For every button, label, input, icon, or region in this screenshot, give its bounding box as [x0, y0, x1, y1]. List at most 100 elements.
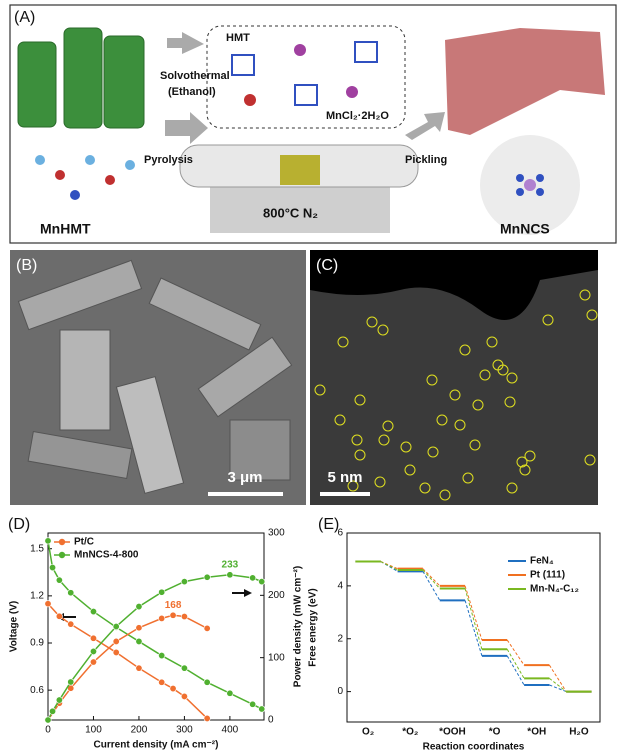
data-point [226, 571, 234, 579]
atom-marker [586, 309, 598, 321]
y-tick-label: 6 [337, 528, 343, 539]
atom-marker [462, 472, 474, 484]
legend-marker [58, 538, 66, 546]
plot-frame [346, 532, 601, 723]
atom-marker [506, 482, 518, 494]
connector [506, 649, 525, 679]
condition: 800°C N₂ [263, 205, 318, 220]
x-tick-label: *O [489, 727, 501, 738]
mncl: MnCl₂·2H₂O [326, 110, 389, 122]
solvothermal: Solvothermal [160, 70, 230, 82]
connector [422, 568, 441, 587]
y-tick-label: 1.2 [30, 590, 44, 601]
panel-a: (A) Solvothermal (Ethanol) HMT MnCl₂·2H₂… [9, 4, 617, 244]
y-tick-label: 0.6 [30, 685, 44, 696]
data-point [89, 634, 97, 642]
mnncs-sheet [445, 28, 605, 135]
data-point [169, 685, 177, 693]
y2-tick-label: 200 [268, 590, 285, 601]
y2-tick-label: 0 [268, 715, 274, 726]
data-point [203, 624, 211, 632]
data-label: 233 [222, 559, 239, 570]
connector [422, 569, 441, 589]
legend-label: Pt/C [74, 537, 94, 548]
data-point [180, 578, 188, 586]
sample-boat [280, 155, 320, 185]
atom-marker [334, 414, 346, 426]
atom-marker [419, 482, 431, 494]
data-point [135, 624, 143, 632]
atom-marker [486, 336, 498, 348]
series-line [47, 614, 208, 721]
data-point [158, 614, 166, 622]
data-point [67, 620, 75, 628]
mnhmt-rods [17, 27, 145, 129]
data-point [55, 696, 63, 704]
atom-marker [504, 396, 516, 408]
atom-marker [337, 336, 349, 348]
connector [422, 571, 441, 601]
atom-marker [436, 414, 448, 426]
connector [380, 561, 398, 571]
x-tick-label: O₂ [362, 727, 374, 738]
panel-label: (B) [16, 257, 37, 274]
atom-marker [479, 369, 491, 381]
y-tick-label: 4 [337, 581, 343, 592]
x-tick-label: 100 [85, 725, 102, 736]
data-point [89, 608, 97, 616]
atom-marker [366, 316, 378, 328]
x-tick-label: 200 [131, 725, 148, 736]
data-point [258, 705, 266, 713]
atom-marker [497, 364, 509, 376]
connector [549, 684, 567, 693]
data-label: 168 [165, 600, 182, 611]
data-point [226, 689, 234, 697]
data-point [112, 637, 120, 645]
legend-label: FeN₄ [530, 556, 554, 567]
atom-marker [427, 446, 439, 458]
legend-label: Mn-N₄-C₁₂ [530, 584, 579, 595]
legend-label: Pt (111) [530, 570, 565, 581]
atom-marker [579, 289, 591, 301]
x-tick-label: 300 [176, 725, 193, 736]
data-point [203, 714, 211, 722]
atom-marker [454, 419, 466, 431]
data-point [55, 576, 63, 584]
data-point [180, 613, 188, 621]
atom-marker [506, 372, 518, 384]
atom-marker [449, 389, 461, 401]
panel-label: (A) [14, 9, 35, 26]
scale-bar-label: 3 μm [227, 469, 262, 486]
sem-rods [17, 259, 293, 494]
x-axis-label: Reaction coordinates [423, 742, 525, 753]
atom-marker [400, 441, 412, 453]
atom-marker [382, 420, 394, 432]
x-axis-label: Current density (mA cm⁻²) [94, 740, 219, 751]
atom-marker [377, 324, 389, 336]
panel-b: (B) 3 μm [10, 250, 306, 505]
n-atoms [516, 174, 544, 196]
connector [380, 561, 398, 570]
y-axis-label: Voltage (V) [9, 601, 20, 652]
connector [549, 677, 567, 692]
data-point [67, 678, 75, 686]
data-point [203, 573, 211, 581]
pickling: Pickling [405, 154, 447, 166]
x-tick-label: 0 [45, 725, 51, 736]
atom-marker [426, 374, 438, 386]
y-axis-label: Free energy (eV) [308, 588, 319, 666]
data-point [112, 622, 120, 630]
x-tick-label: 400 [222, 725, 239, 736]
data-point [158, 678, 166, 686]
data-point [89, 658, 97, 666]
data-point [158, 652, 166, 660]
atom-marker [404, 464, 416, 476]
data-point [249, 574, 257, 582]
atom-marker [374, 476, 386, 488]
x-tick-label: *O₂ [402, 727, 418, 738]
data-point [89, 647, 97, 655]
connector [506, 655, 525, 686]
connector [548, 664, 567, 692]
atom-marker [516, 456, 528, 468]
